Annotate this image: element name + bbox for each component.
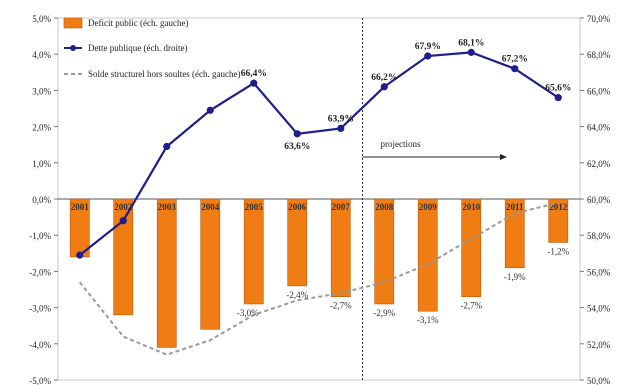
right-tick-label: 70,0% bbox=[587, 14, 611, 24]
category-label: 2009 bbox=[419, 202, 438, 212]
public-debt-point bbox=[293, 130, 301, 138]
public-debt-line bbox=[76, 48, 562, 259]
legend-swatch-deficit bbox=[63, 17, 83, 29]
projection-arrow-head bbox=[500, 154, 507, 160]
left-tick-label: 5,0% bbox=[32, 14, 51, 24]
debt-label: 68,1% bbox=[458, 38, 484, 48]
category-label: 2012 bbox=[549, 202, 568, 212]
debt-label: 63,6% bbox=[284, 142, 310, 152]
deficit-bar bbox=[504, 198, 525, 269]
category-label: 2001 bbox=[71, 202, 90, 212]
category-label: 2005 bbox=[245, 202, 264, 212]
structural-balance-polyline bbox=[78, 201, 559, 356]
left-tick-label: 2,0% bbox=[32, 123, 51, 133]
left-tick-label: 4,0% bbox=[32, 50, 51, 60]
deficit-label: -2,7% bbox=[460, 301, 482, 311]
category-label: 2007 bbox=[332, 202, 351, 212]
projection-label: projections bbox=[381, 139, 421, 149]
right-tick-label: 64,0% bbox=[587, 123, 611, 133]
right-tick-label: 60,0% bbox=[587, 195, 611, 205]
deficit-bar bbox=[287, 198, 308, 287]
category-label: 2004 bbox=[201, 202, 220, 212]
data-labels: -3,0% -2,4% -2,7% -2,9% -3,1% -2,7% -1,9% -1,2%… bbox=[237, 38, 571, 325]
category-label: 2002 bbox=[114, 202, 133, 212]
right-tick-label: 52,0% bbox=[587, 340, 611, 350]
left-tick-label: -2,0% bbox=[29, 267, 51, 277]
deficit-bar bbox=[156, 198, 177, 348]
deficit-label: -3,0% bbox=[237, 308, 259, 318]
axes: 5,0%4,0%3,0%2,0%1,0%0,0%-1,0%-2,0%-3,0%-… bbox=[29, 14, 611, 385]
deficit-bars: 2001 2002 2003 2004 2005 2006 2007 2008 2009 2010… bbox=[69, 198, 569, 348]
deficit-label: -2,4% bbox=[286, 290, 308, 300]
public-debt-point bbox=[337, 124, 345, 133]
left-tick-label: 1,0% bbox=[32, 159, 51, 169]
public-debt-polyline bbox=[79, 51, 559, 256]
right-tick-label: 62,0% bbox=[587, 159, 611, 169]
right-tick-label: 50,0% bbox=[587, 376, 611, 385]
left-tick-label: 3,0% bbox=[32, 86, 51, 96]
deficit-bar bbox=[548, 198, 569, 243]
category-label: 2008 bbox=[375, 202, 394, 212]
category-label: 2010 bbox=[462, 202, 481, 212]
public-debt-point bbox=[163, 142, 171, 151]
debt-label: 66,2% bbox=[371, 73, 397, 83]
deficit-bar bbox=[243, 198, 264, 305]
deficit-bar bbox=[200, 198, 221, 330]
deficit-label: -1,9% bbox=[504, 272, 526, 282]
deficit-label: -3,1% bbox=[417, 315, 439, 325]
legend-marker-debt bbox=[70, 45, 76, 51]
right-tick-label: 54,0% bbox=[587, 304, 611, 314]
public-debt-point bbox=[424, 52, 432, 60]
deficit-bar bbox=[461, 198, 482, 298]
legend-label-debt: Dette publique (éch. droite) bbox=[88, 43, 187, 53]
deficit-bar bbox=[417, 198, 438, 312]
debt-label: 63,9% bbox=[328, 114, 354, 124]
left-tick-label: -4,0% bbox=[29, 340, 51, 350]
left-tick-label: 0,0% bbox=[32, 195, 51, 205]
deficit-label: -2,7% bbox=[330, 301, 352, 311]
structural-balance-line bbox=[78, 201, 559, 356]
deficit-bar bbox=[113, 198, 134, 316]
deficit-label: -1,2% bbox=[547, 246, 569, 256]
debt-label: 65,6% bbox=[545, 84, 571, 94]
deficit-bar bbox=[374, 198, 395, 305]
public-debt-point bbox=[467, 48, 475, 56]
left-tick-label: -1,0% bbox=[29, 231, 51, 241]
category-label: 2003 bbox=[158, 202, 177, 212]
projection-annotation: projections bbox=[362, 139, 507, 160]
debt-label: 67,9% bbox=[415, 42, 441, 52]
public-debt-point bbox=[206, 106, 214, 114]
debt-label: 67,2% bbox=[502, 55, 528, 65]
right-tick-label: 56,0% bbox=[587, 267, 611, 277]
public-debt-point bbox=[511, 65, 519, 73]
category-label: 2006 bbox=[288, 202, 307, 212]
legend: Deficit public (éch. gauche) Dette publiq… bbox=[63, 17, 240, 79]
public-debt-point bbox=[76, 251, 84, 259]
deficit-bar bbox=[330, 198, 351, 298]
public-debt-point bbox=[119, 217, 127, 225]
legend-label-deficit: Deficit public (éch. gauche) bbox=[88, 18, 188, 28]
right-tick-label: 66,0% bbox=[587, 86, 611, 96]
legend-label-structural: Solde structurel hors soultes (éch. gauc… bbox=[88, 69, 240, 79]
right-tick-label: 58,0% bbox=[587, 231, 611, 241]
public-debt-point bbox=[554, 94, 562, 102]
deficit-label: -2,9% bbox=[373, 308, 395, 318]
public-debt-point bbox=[380, 83, 388, 91]
public-debt-point bbox=[250, 79, 258, 87]
left-tick-label: -5,0% bbox=[29, 376, 51, 385]
debt-label: 66,4% bbox=[241, 69, 267, 79]
left-tick-label: -3,0% bbox=[29, 304, 51, 314]
right-tick-label: 68,0% bbox=[587, 50, 611, 60]
category-label: 2011 bbox=[506, 202, 524, 212]
